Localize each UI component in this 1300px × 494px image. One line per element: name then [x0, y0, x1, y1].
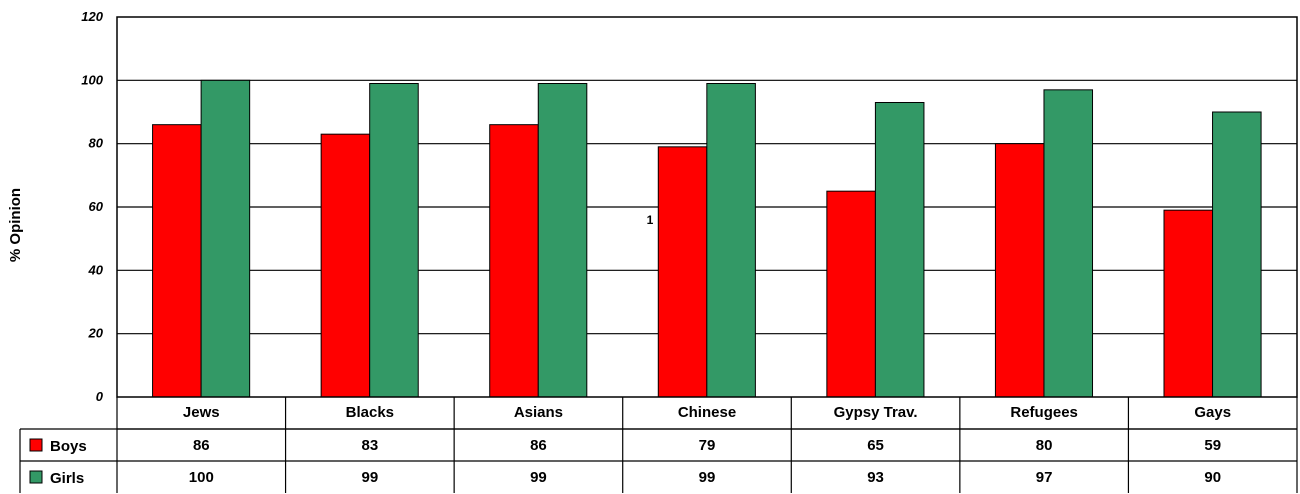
data-value-boys: 86 — [193, 437, 210, 454]
data-value-boys: 86 — [530, 437, 547, 454]
y-tick-label: 100 — [81, 72, 103, 87]
y-tick-label: 40 — [88, 262, 104, 277]
data-value-girls: 90 — [1204, 469, 1221, 486]
bar-boys — [994, 143, 1045, 398]
data-value-boys: 79 — [699, 437, 716, 454]
category-label: Gypsy Trav. — [834, 404, 918, 421]
bar-boys — [657, 146, 708, 398]
bars — [152, 79, 1262, 398]
bar-girls — [537, 83, 588, 398]
bar-girls — [200, 79, 251, 398]
bar-boys — [489, 124, 539, 398]
y-tick-label: 80 — [89, 136, 104, 151]
legend-label-boys: Boys — [50, 438, 87, 455]
y-tick-label: 0 — [96, 389, 104, 404]
chart-annotation: 1 — [647, 213, 654, 227]
category-label: Refugees — [1010, 404, 1078, 421]
y-tick-label: 60 — [89, 199, 104, 214]
plot-area-border — [116, 16, 1298, 398]
bar-girls — [874, 102, 925, 398]
bar-boys — [826, 190, 876, 398]
bar-girls — [706, 83, 756, 398]
y-axis-ticks: 0 20 40 60 80 100 120 — [81, 9, 103, 404]
category-label: Gays — [1194, 404, 1231, 421]
data-value-boys: 59 — [1204, 437, 1221, 454]
data-table: Jews Blacks Asians Chinese Gypsy Trav. Refuge… — [19, 397, 1298, 493]
bar-boys — [152, 124, 202, 398]
data-value-girls: 97 — [1036, 469, 1053, 486]
legend-label-girls: Girls — [50, 470, 84, 487]
bar-girls — [369, 83, 419, 398]
bar-girls — [1043, 89, 1094, 398]
data-value-girls: 93 — [867, 469, 884, 486]
y-tick-label: 20 — [88, 326, 104, 341]
category-label: Jews — [183, 404, 220, 421]
y-axis-label: % Opinion — [7, 188, 24, 262]
category-label: Asians — [514, 404, 563, 421]
data-value-girls: 100 — [189, 469, 214, 486]
y-tick-label: 120 — [81, 9, 103, 24]
data-value-boys: 83 — [362, 437, 379, 454]
data-value-girls: 99 — [530, 469, 547, 486]
legend-swatch-boys — [29, 438, 43, 452]
bar-girls — [1212, 111, 1262, 398]
data-value-girls: 99 — [699, 469, 716, 486]
bar-boys — [320, 133, 371, 398]
data-value-boys: 80 — [1036, 437, 1053, 454]
data-value-boys: 65 — [867, 437, 884, 454]
legend-swatch-girls — [29, 470, 43, 484]
bar-boys — [1163, 209, 1214, 398]
category-label: Chinese — [678, 404, 736, 421]
data-value-girls: 99 — [362, 469, 379, 486]
category-label: Blacks — [346, 404, 394, 421]
